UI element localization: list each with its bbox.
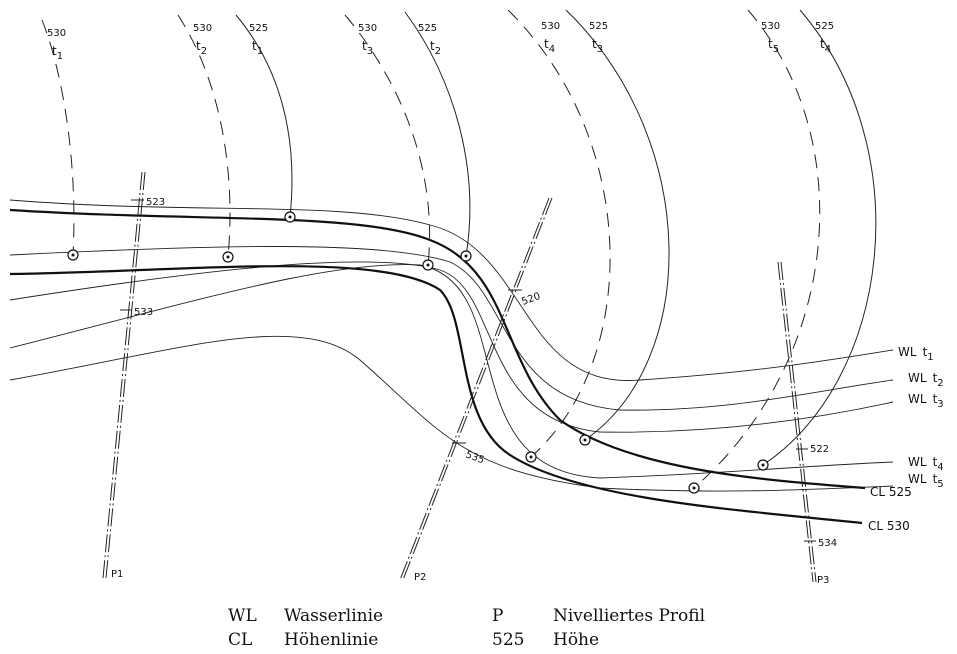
cl-label-525: CL 525 xyxy=(870,485,912,499)
water-line-t4 xyxy=(9,264,894,479)
cl-label-530: CL 530 xyxy=(868,519,910,533)
legend-wl-text: Wasserlinie xyxy=(284,606,384,626)
svg-text:t4: t4 xyxy=(544,37,555,55)
marker-525-t2 xyxy=(460,250,472,262)
svg-text:530: 530 xyxy=(47,28,66,39)
water-line-labels: WL t1 WL t2 WL t3 WL t4 WL t5 xyxy=(898,345,944,490)
profile-line-p1 xyxy=(102,171,143,579)
legend-wl-abbr: WL xyxy=(228,606,257,626)
profile-labels: P1 P2 P3 xyxy=(111,569,829,586)
svg-text:t3: t3 xyxy=(592,37,603,55)
legend-h-text: Höhe xyxy=(553,630,600,650)
contour-line-530 xyxy=(9,265,863,525)
profile-line-p2 xyxy=(399,197,550,581)
svg-text:530: 530 xyxy=(541,21,560,32)
arc-525-t1 xyxy=(235,14,293,218)
profile-label-p2: P2 xyxy=(414,572,426,583)
svg-text:t1: t1 xyxy=(52,44,63,62)
marker-530-t1 xyxy=(67,249,79,261)
arc-label-530-t5: 530 t5 xyxy=(761,21,780,55)
arc-530-t1 xyxy=(41,19,75,256)
arc-label-525-t3: 525 t3 xyxy=(589,21,608,55)
svg-text:t2: t2 xyxy=(430,39,441,57)
time-arcs xyxy=(41,9,877,489)
legend-p-abbr: P xyxy=(492,606,504,626)
marker-525-t1 xyxy=(284,211,296,223)
profile-line-p3-b xyxy=(780,261,817,583)
arc-525-t3 xyxy=(565,9,670,441)
profile-line-p1-b xyxy=(105,171,146,579)
arc-label-525-t2: 525 t2 xyxy=(418,23,441,57)
contour-line-525 xyxy=(9,208,866,490)
arc-525-t2 xyxy=(404,11,471,257)
tick-label-534: 534 xyxy=(818,538,837,549)
wl-label-t2: WL t2 xyxy=(908,371,944,389)
arc-525-t4 xyxy=(762,9,877,466)
svg-text:525: 525 xyxy=(815,21,834,32)
arc-530-t3 xyxy=(344,14,431,266)
marker-530-t5 xyxy=(688,482,700,494)
svg-text:525: 525 xyxy=(249,23,268,34)
profile-label-p1: P1 xyxy=(111,569,123,580)
legend-h-abbr: 525 xyxy=(492,630,525,650)
arc-label-525-t1: 525 t1 xyxy=(249,23,268,57)
water-line-t3 xyxy=(9,261,894,433)
wl-label-t4: WL t4 xyxy=(908,455,944,473)
legend: WL Wasserlinie CL Höhenlinie P Nivellier… xyxy=(0,606,957,654)
svg-text:t2: t2 xyxy=(196,39,207,57)
profile-lines xyxy=(102,171,817,583)
profile-line-p2-b xyxy=(402,197,553,581)
contour-lines xyxy=(9,208,866,525)
svg-text:530: 530 xyxy=(761,21,780,32)
tick-label-535: 535 xyxy=(464,449,486,466)
marker-530-t3 xyxy=(422,259,434,271)
profile-label-p3: P3 xyxy=(817,575,829,586)
svg-text:t1: t1 xyxy=(252,39,263,57)
svg-text:t4: t4 xyxy=(820,37,831,55)
water-line-t1 xyxy=(9,199,894,381)
arc-530-t5 xyxy=(693,9,821,489)
wl-label-t5: WL t5 xyxy=(908,472,944,490)
arc-530-t4 xyxy=(507,9,611,458)
wl-label-t3: WL t3 xyxy=(908,392,944,410)
svg-text:525: 525 xyxy=(589,21,608,32)
intersection-markers xyxy=(67,211,769,494)
svg-text:530: 530 xyxy=(193,23,212,34)
tick-label-533: 533 xyxy=(134,307,153,318)
legend-cl-text: Höhenlinie xyxy=(284,630,379,650)
arc-530-t2 xyxy=(177,14,231,258)
profile-line-p3 xyxy=(777,261,814,583)
tick-label-520: 520 xyxy=(520,291,542,308)
svg-text:t3: t3 xyxy=(362,39,373,57)
arc-label-530-t3: 530 t3 xyxy=(358,23,377,57)
arc-label-530-t2: 530 t2 xyxy=(193,23,212,57)
water-lines xyxy=(9,199,894,492)
wl-label-t1: WL t1 xyxy=(898,345,934,363)
marker-525-t3 xyxy=(579,434,591,446)
legend-p-text: Nivelliertes Profil xyxy=(553,606,706,626)
profile-ticks: 523 533 520 535 522 534 xyxy=(120,197,837,549)
marker-530-t2 xyxy=(222,251,234,263)
legend-cl-abbr: CL xyxy=(228,630,253,650)
tick-label-523: 523 xyxy=(146,197,165,208)
svg-text:525: 525 xyxy=(418,23,437,34)
contour-line-labels: CL 525 CL 530 xyxy=(868,485,912,533)
svg-text:530: 530 xyxy=(358,23,377,34)
tick-label-522: 522 xyxy=(810,444,829,455)
water-line-t2 xyxy=(9,246,894,411)
arc-label-525-t4: 525 t4 xyxy=(815,21,834,55)
water-line-t5 xyxy=(9,335,894,492)
svg-text:t5: t5 xyxy=(768,37,779,55)
arc-labels: 530 t1 530 t2 525 t1 530 t3 525 t2 530 t… xyxy=(47,21,834,62)
arc-label-530-t1: 530 t1 xyxy=(47,28,66,62)
marker-530-t4 xyxy=(525,451,537,463)
arc-label-530-t4: 530 t4 xyxy=(541,21,560,55)
marker-525-t4 xyxy=(757,459,769,471)
